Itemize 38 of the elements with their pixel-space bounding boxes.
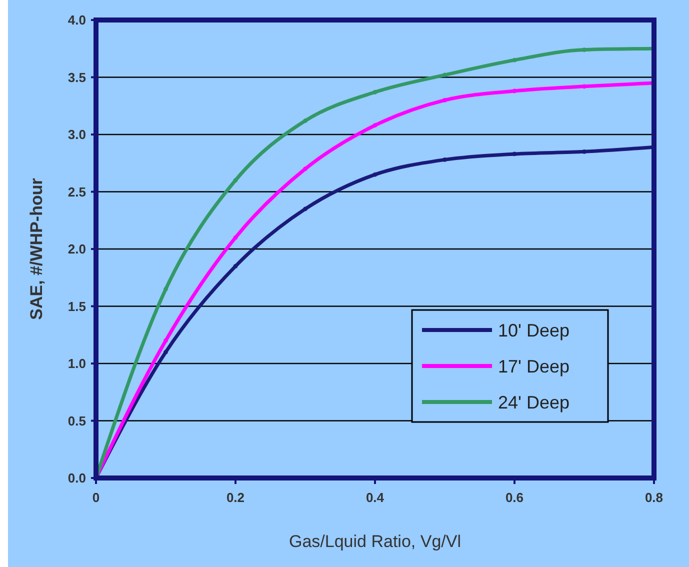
point (164, 350, 168, 354)
x-axis-title: Gas/Lquid Ratio, Vg/Vl (289, 532, 461, 551)
point (512, 58, 517, 62)
x-tick-label: 0.8 (644, 490, 664, 505)
x-tick-label: 0.6 (505, 490, 524, 505)
y-tick-label: 2.0 (68, 242, 86, 257)
y-tick-label: 2.5 (68, 184, 86, 200)
x-tick-label: 0.2 (226, 490, 245, 505)
point (164, 338, 168, 343)
point (372, 172, 378, 177)
point (442, 72, 447, 78)
y-tick-label: 1.0 (68, 356, 86, 372)
y-axis-title: SAE, #/WHP-hour (27, 178, 46, 320)
point (582, 149, 586, 154)
legend-label: 24' Deep (498, 392, 570, 412)
y-tick-label: 1.5 (68, 298, 86, 314)
y-tick-label: 0.5 (68, 413, 86, 428)
x-tick-label: 0.4 (366, 490, 385, 505)
point (233, 235, 238, 240)
point (442, 98, 447, 102)
point (233, 178, 238, 182)
point (164, 286, 168, 292)
y-tick-label: 3.0 (68, 127, 86, 142)
point (372, 90, 378, 94)
point (582, 84, 586, 89)
y-tick-label: 3.5 (68, 70, 86, 85)
legend-label: 10' Deep (498, 320, 570, 340)
point (372, 123, 378, 128)
point (233, 264, 238, 268)
point (582, 48, 586, 52)
x-tick-label: 0 (92, 490, 100, 505)
point (303, 206, 308, 212)
point (303, 118, 308, 123)
y-tick-label: 0.0 (68, 470, 86, 486)
point (303, 166, 308, 172)
legend-label: 17' Deep (498, 356, 570, 376)
point (442, 157, 447, 162)
y-tick-label: 4.0 (68, 12, 86, 28)
